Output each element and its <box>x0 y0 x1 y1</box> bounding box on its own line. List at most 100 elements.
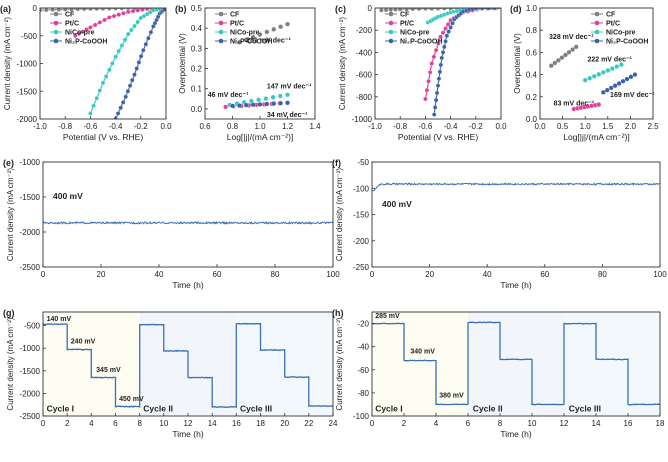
x-tick-label: 2.5 <box>647 122 659 131</box>
x-tick-label: -0.8 <box>393 122 407 131</box>
x-tick-label: -0.2 <box>134 122 148 131</box>
tafel-point <box>243 102 249 108</box>
series-point <box>115 111 121 116</box>
plot-area <box>379 8 501 117</box>
x-tick-label: 60 <box>540 270 549 279</box>
x-tick-label: 14 <box>208 419 217 428</box>
y-tick-label: -500 <box>21 32 38 41</box>
step-potential-label: 380 mV <box>439 393 464 400</box>
tafel-point <box>555 57 561 63</box>
legend-label: Pt/C <box>65 21 79 28</box>
plot-frame <box>371 311 661 417</box>
step-trace <box>43 322 333 408</box>
tafel-point <box>566 49 572 55</box>
series-point <box>110 61 115 66</box>
series-point <box>427 70 433 75</box>
plot-frame <box>539 7 654 120</box>
x-tick-label: 6 <box>113 419 118 428</box>
series-point <box>81 8 87 12</box>
series-point <box>100 80 106 86</box>
cycle-label: Cycle I <box>47 403 74 413</box>
step-trace <box>372 321 660 406</box>
tafel-point <box>271 101 277 107</box>
series-point <box>436 41 441 46</box>
tafel-point <box>612 83 618 89</box>
x-tick-label: 1.0 <box>580 122 592 131</box>
tafel-point <box>632 72 638 78</box>
legend-label: CF <box>606 12 616 19</box>
legend-label: CF <box>230 12 240 19</box>
tafel-point <box>596 102 602 108</box>
slope-label: 328 mV dec⁻¹ <box>549 34 594 41</box>
series-point <box>140 8 145 12</box>
series-point <box>88 25 93 30</box>
y-tick-label: 0.1 <box>191 85 203 94</box>
panel-c: -1.0 -0.8 -0.6 -0.4 -0.2 0.0 -1000 -800 -600 -400… <box>335 4 507 142</box>
x-axis-label: Time (h) <box>500 280 531 290</box>
plot-area <box>223 21 290 110</box>
tafel-point <box>628 74 634 80</box>
tafel-point <box>285 100 290 106</box>
plot-area <box>43 220 333 225</box>
series-point <box>379 8 384 13</box>
series-point <box>135 19 140 25</box>
series-point <box>148 30 154 35</box>
cycle-label: Cycle II <box>473 403 503 413</box>
series-point <box>443 39 448 44</box>
series-point <box>136 60 142 65</box>
series-point <box>73 33 78 39</box>
panel-letter: (e) <box>3 158 14 168</box>
plot-area <box>43 312 333 416</box>
x-tick-label: 0.8 <box>227 122 239 131</box>
series-point <box>429 8 434 11</box>
x-tick-label: 0.6 <box>199 122 211 131</box>
series-point <box>123 94 128 100</box>
tafel-point <box>570 47 576 52</box>
panel-letter: (b) <box>175 4 187 14</box>
y-tick-label: 0.2 <box>191 65 203 74</box>
series-point <box>62 8 68 12</box>
series-point <box>439 55 445 61</box>
series-point <box>383 8 389 13</box>
series-line-Ni₂P-CoOOH <box>433 8 501 115</box>
tafel-point <box>605 67 611 73</box>
panel-letter: (h) <box>332 308 344 318</box>
series-point <box>56 8 62 12</box>
legend-marker <box>594 38 600 44</box>
series-point <box>122 37 128 43</box>
legend-marker <box>594 29 600 35</box>
panel-letter: (g) <box>3 308 15 318</box>
y-tick-label: 0.5 <box>191 4 203 13</box>
legend-label: NiCo-pre <box>65 30 95 37</box>
series-point <box>119 43 125 48</box>
x-tick-label: 18 <box>656 419 665 428</box>
x-tick-label: -0.6 <box>84 122 98 131</box>
x-tick-label: 2 <box>402 419 407 428</box>
y-tick-label: -80 <box>357 389 369 398</box>
tafel-point <box>271 26 277 32</box>
y-tick-label: -200 <box>356 26 373 35</box>
x-tick-label: 10 <box>528 419 537 428</box>
y-tick-label: -2000 <box>20 228 41 237</box>
slope-label: 147 mV dec⁻¹ <box>267 84 312 91</box>
series-point <box>431 54 437 60</box>
series-point <box>393 8 398 12</box>
y-tick-label: 0.8 <box>526 26 538 35</box>
panel-f: 0 20 40 60 80 100 -250 -200 -150 -100 -50 Time (h) C… <box>332 158 667 290</box>
tafel-point <box>620 78 626 84</box>
legend-marker <box>53 20 59 26</box>
y-tick-label: 0.0 <box>191 105 203 114</box>
x-tick-label: 0 <box>41 419 46 428</box>
series-point <box>97 20 103 25</box>
cycle-band <box>564 312 660 416</box>
x-tick-label: 100 <box>653 270 667 279</box>
x-axis-label: Potential (V vs. RHE) <box>398 132 478 142</box>
panel-letter: (d) <box>510 4 522 14</box>
legend-marker <box>594 20 600 26</box>
series-point <box>116 48 122 54</box>
cycle-label: Cycle II <box>143 403 173 413</box>
series-point <box>404 8 409 12</box>
series-point <box>433 97 439 103</box>
x-tick-label: 24 <box>329 419 338 428</box>
